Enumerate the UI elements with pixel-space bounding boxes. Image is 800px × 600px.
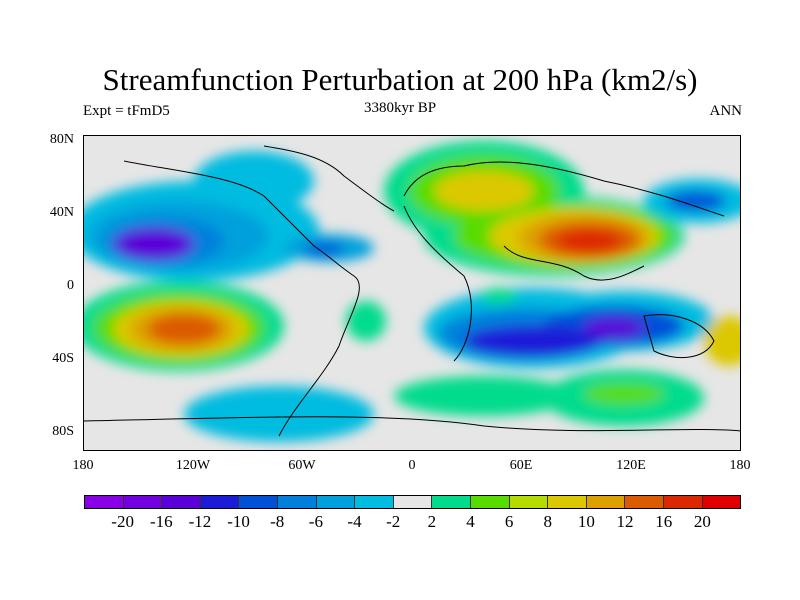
colorbar [84,495,741,509]
contour-blob [584,318,644,338]
colorbar-swatch [509,496,549,508]
colorbar-swatch [625,496,664,508]
lon-label: 60E [509,458,533,473]
colorbar-swatch [200,496,240,508]
contour-blob [184,386,374,442]
contour-blob [148,314,220,344]
contour-blob [346,301,386,341]
colorbar-label: -4 [347,512,362,531]
lon-label: 180 [729,458,751,473]
contour-blob [194,151,314,211]
colorbar-swatch [548,496,587,508]
contour-blob [114,228,194,260]
colorbar-label: 2 [427,512,437,531]
lat-label: 80N [49,132,74,147]
colorbar-swatch [162,496,201,508]
colorbar-swatch [85,496,124,508]
lon-label: 60W [288,458,316,473]
colorbar-label: -8 [270,512,285,531]
time-label: 3380kyr BP [363,100,437,116]
lon-label: 120W [175,458,211,473]
colorbar-swatch [586,496,626,508]
lat-label: 40S [52,351,74,366]
colorbar-label: 12 [616,512,634,531]
lat-label: 80S [52,424,74,439]
season-label: ANN [709,103,743,119]
lon-label: 0 [408,458,416,473]
contour-blob [666,191,726,211]
colorbar-label: 10 [577,512,595,531]
colorbar-label: -10 [227,512,250,531]
colorbar-swatch [316,496,356,508]
chart-title: Streamfunction Perturbation at 200 hPa (… [102,62,698,97]
contour-blob [434,171,534,211]
colorbar-swatch [239,496,278,508]
colorbar-swatch [702,496,741,508]
contour-blob [464,325,604,357]
colorbar-swatch [277,496,317,508]
experiment-label: Expt = tFmD5 [83,103,170,119]
colorbar-label: 8 [543,512,553,531]
lon-label: 120E [616,458,646,473]
contour-blob [584,384,664,404]
contour-map [83,135,741,451]
colorbar-swatch [432,496,471,508]
colorbar-swatch [470,496,510,508]
coastlines [84,145,740,437]
colorbar-label: -16 [149,512,173,531]
contour-blob [557,230,621,252]
colorbar-label: -6 [308,512,323,531]
colorbar-label: 16 [655,512,673,531]
colorbar-swatch [393,496,433,508]
contour-field [84,141,740,442]
colorbar-swatch [355,496,394,508]
colorbar-label: -20 [111,512,134,531]
colorbar-swatch [123,496,163,508]
colorbar-label: 20 [693,512,711,531]
colorbar-label: -2 [386,512,401,531]
colorbar-label: 6 [504,512,514,531]
contour-blob [481,288,517,304]
contour-blob [394,376,574,416]
lon-label: 180 [72,458,94,473]
lat-label: 0 [67,278,74,293]
contour-blob [704,316,740,366]
colorbar-label: -12 [188,512,212,531]
colorbar-swatch [663,496,703,508]
lat-label: 40N [49,205,74,220]
colorbar-label: 4 [466,512,475,531]
